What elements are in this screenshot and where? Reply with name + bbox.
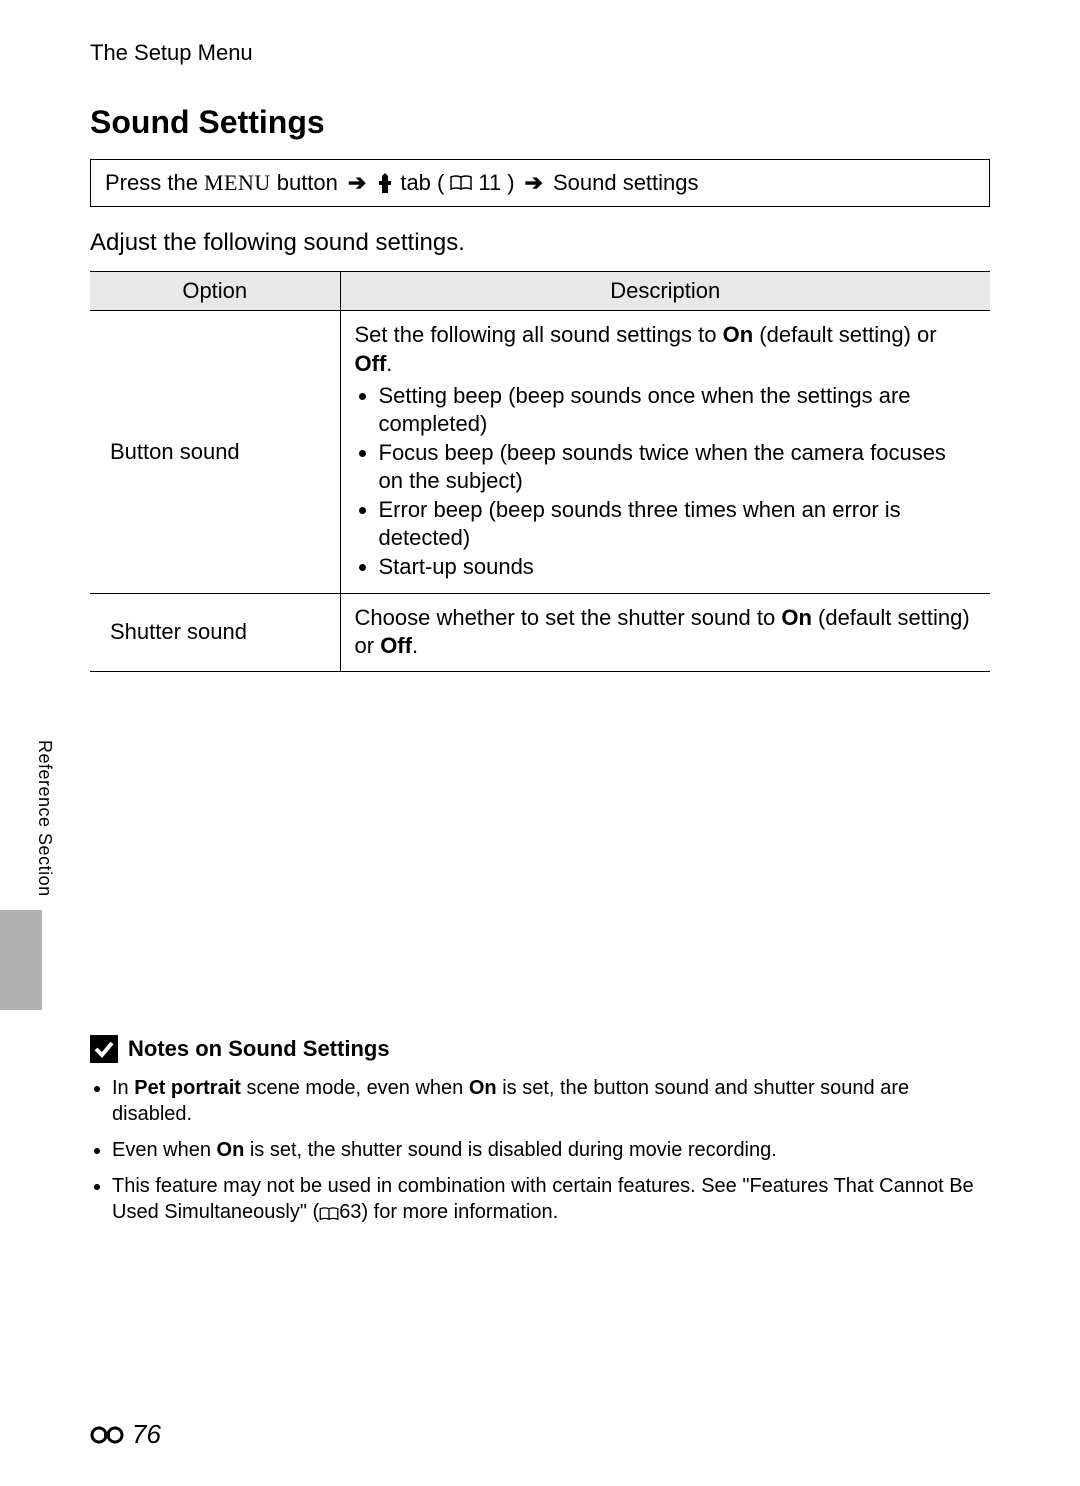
manual-page: The Setup Menu Sound Settings Press the … [0,0,1080,1486]
list-item: Focus beep (beep sounds twice when the c… [379,439,977,494]
page-ref: 63 [339,1201,361,1223]
page-number-value: 76 [132,1419,161,1450]
desc-text: Choose whether to set the shutter sound … [355,605,782,630]
note-text: ) for more information. [361,1201,558,1223]
note-bold: On [469,1077,497,1099]
page-ref: 11 [478,170,501,196]
reference-mark-icon [90,1423,128,1447]
options-table: Option Description Button sound Set the … [90,271,990,672]
arrow-icon: ➔ [525,170,543,196]
option-cell: Button sound [90,311,340,594]
table-row: Shutter sound Choose whether to set the … [90,593,990,671]
note-text: In [112,1077,134,1099]
desc-text: Set the following all sound settings to [355,322,723,347]
desc-text: . [386,351,392,376]
note-text: scene mode, even when [241,1077,469,1099]
bullet-list: Setting beep (beep sounds once when the … [355,382,977,581]
list-item: In Pet portrait scene mode, even when On… [112,1075,990,1127]
check-icon [90,1035,118,1063]
note-bold: Pet portrait [134,1077,241,1099]
wrench-icon [376,172,394,194]
side-tab-bar [0,910,42,1010]
notes-title: Notes on Sound Settings [128,1036,390,1062]
note-text: Even when [112,1139,217,1161]
side-tab-label: Reference Section [34,740,55,897]
book-icon [450,175,472,191]
list-item: Error beep (beep sounds three times when… [379,496,977,551]
off-label: Off [355,351,387,376]
arrow-icon: ➔ [348,170,366,196]
book-icon [319,1207,339,1221]
notes-header: Notes on Sound Settings [90,1035,990,1063]
table-row: Button sound Set the following all sound… [90,311,990,594]
off-label: Off [380,633,412,658]
nav-text: Sound settings [553,170,699,196]
notes-list: In Pet portrait scene mode, even when On… [90,1075,990,1225]
note-text: is set, the shutter sound is disabled du… [244,1139,777,1161]
table-header-option: Option [90,272,340,311]
option-cell: Shutter sound [90,593,340,671]
navigation-path-box: Press the MENU button ➔ tab ( 11 ) ➔ Sou… [90,159,990,207]
desc-text: . [412,633,418,658]
on-label: On [781,605,812,630]
list-item: Setting beep (beep sounds once when the … [379,382,977,437]
table-header-description: Description [340,272,990,311]
menu-button-label: MENU [204,170,271,196]
intro-text: Adjust the following sound settings. [90,229,990,257]
list-item: This feature may not be used in combinat… [112,1173,990,1225]
breadcrumb: The Setup Menu [90,40,990,66]
desc-text: (default setting) or [753,322,936,347]
page-number: 76 [90,1419,161,1450]
note-bold: On [217,1139,245,1161]
nav-text: ) [507,170,514,196]
side-tab: Reference Section [0,740,62,1010]
nav-text: Press the [105,170,198,196]
nav-text: tab ( [400,170,444,196]
notes-section: Notes on Sound Settings In Pet portrait … [90,1035,990,1235]
list-item: Even when On is set, the shutter sound i… [112,1137,990,1163]
description-cell: Choose whether to set the shutter sound … [340,593,990,671]
nav-text: button [277,170,338,196]
on-label: On [723,322,754,347]
description-cell: Set the following all sound settings to … [340,311,990,594]
list-item: Start-up sounds [379,553,977,581]
page-title: Sound Settings [90,104,990,141]
